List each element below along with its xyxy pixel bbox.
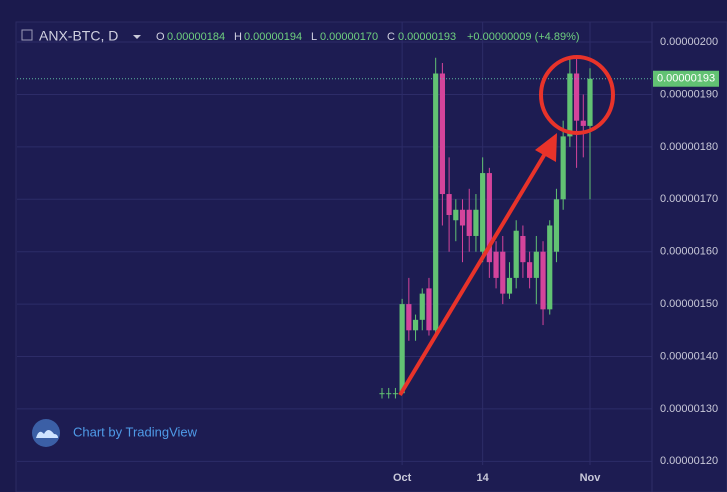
y-tick-label: 0.00000190: [660, 88, 718, 100]
candle-body: [412, 319, 419, 331]
candle-body: [392, 393, 399, 395]
y-tick-label: 0.00000180: [660, 141, 718, 153]
candle-body: [446, 194, 452, 216]
collapse-icon[interactable]: [21, 29, 33, 41]
candle-body: [527, 262, 533, 278]
candle-body: [466, 209, 472, 236]
candle-body: [560, 136, 566, 200]
y-tick-label: 0.00000160: [660, 246, 718, 258]
close-value: 0.00000193: [398, 31, 456, 43]
plot-frame: [15, 21, 727, 492]
candle-body: [580, 120, 586, 126]
candle-body: [486, 173, 492, 263]
last-price-box: [653, 70, 719, 87]
candle-body: [419, 293, 425, 320]
candle-body: [506, 277, 513, 294]
candle-body: [553, 199, 560, 252]
candle-body: [587, 78, 593, 126]
candle-body: [540, 251, 546, 310]
caret[interactable]: [133, 35, 141, 39]
candle-body: [533, 251, 539, 278]
high-value: 0.00000194: [244, 31, 302, 43]
candle-body: [379, 393, 385, 395]
candle-body: [567, 73, 573, 137]
y-tick-label: 0.00000150: [660, 298, 718, 310]
candle-body: [547, 225, 553, 310]
candle-body: [433, 73, 439, 331]
candle-body: [513, 230, 519, 278]
open-label: O: [156, 31, 165, 43]
candle-body: [453, 209, 459, 221]
marks-layer: [17, 57, 652, 399]
candle-body: [386, 393, 392, 395]
high-label: H: [234, 31, 242, 43]
symbol-title[interactable]: ANX-BTC, D: [39, 28, 118, 44]
y-tick-label: 0.00000200: [660, 36, 718, 48]
annotation-circle: [539, 55, 615, 135]
close-label: C: [387, 31, 395, 43]
candle-body: [480, 173, 486, 252]
y-tick-label: 0.00000120: [660, 455, 718, 467]
y-tick-label: 0.00000130: [660, 403, 718, 415]
low-label: L: [311, 31, 317, 43]
candle-body: [493, 251, 499, 278]
candle-body: [500, 251, 506, 294]
candle-body: [573, 73, 580, 121]
attribution[interactable]: Chart by TradingView: [73, 424, 198, 439]
y-tick-label: 0.00000170: [660, 193, 718, 205]
change-value: +0.00000009 (+4.89%): [467, 31, 580, 43]
x-tick-label: 14: [477, 472, 490, 484]
low-value: 0.00000170: [320, 31, 378, 43]
candle-body: [473, 209, 479, 236]
candle-body: [406, 304, 412, 331]
annotation-arrowhead: [535, 133, 557, 162]
y-tick-label: 0.00000140: [660, 350, 718, 362]
candle-body: [439, 73, 445, 195]
x-tick-label: Nov: [580, 472, 602, 484]
candle-body: [426, 288, 432, 331]
x-tick-label: Oct: [393, 472, 412, 484]
candle-body: [459, 209, 466, 226]
candle-body: [399, 304, 405, 394]
annotation-arrow: [398, 150, 548, 397]
last-price-label: 0.00000193: [657, 73, 715, 85]
open-value: 0.00000184: [167, 31, 225, 43]
logo-cloud: [36, 430, 58, 438]
candle-body: [520, 235, 526, 263]
